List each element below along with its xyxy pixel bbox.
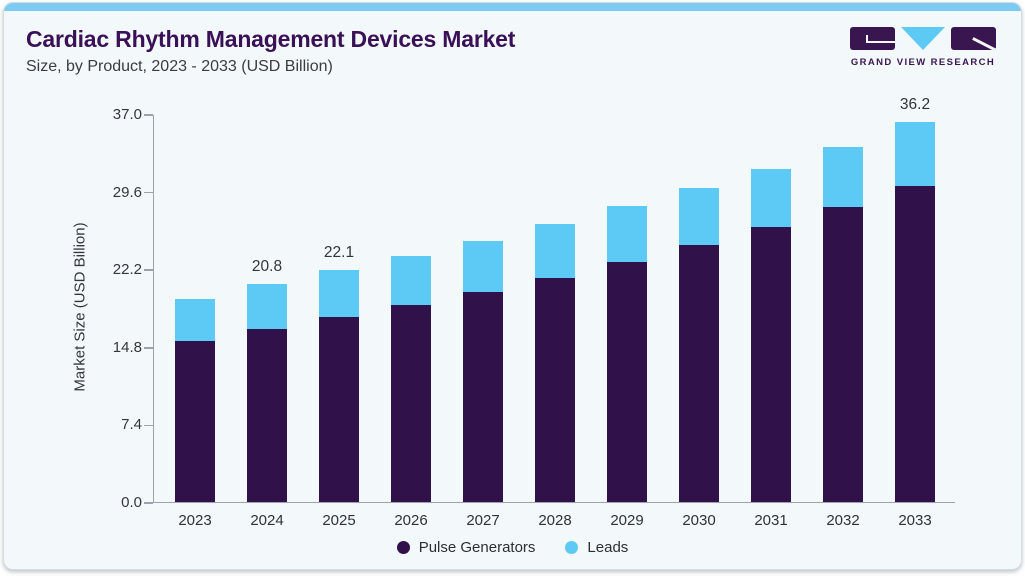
top-accent-bar — [4, 3, 1021, 11]
grand-view-research-logo: GRAND VIEW RESEARCH — [847, 27, 999, 68]
y-tick-label: 14.8 — [112, 338, 142, 356]
x-tick-label: 2032 — [826, 512, 860, 529]
y-tick-label: 29.6 — [112, 183, 142, 201]
report-card: Cardiac Rhythm Management Devices Market… — [3, 2, 1022, 570]
bar-2031 — [751, 168, 791, 502]
legend-item-leads: Leads — [565, 539, 628, 556]
bar-segment-pulse-generators — [391, 304, 431, 502]
bar-segment-leads — [247, 283, 287, 329]
bar-segment-leads — [895, 122, 935, 187]
x-tick-label: 2023 — [178, 512, 212, 529]
bar-segment-pulse-generators — [247, 328, 287, 502]
bar-2032 — [823, 146, 863, 502]
x-tick-label: 2033 — [898, 512, 932, 529]
bar-segment-pulse-generators — [751, 227, 791, 502]
y-tick-mark — [144, 269, 153, 271]
bar-segment-leads — [679, 188, 719, 246]
bar-segment-leads — [391, 255, 431, 305]
x-tick-label: 2025 — [322, 512, 356, 529]
bar-2023 — [175, 298, 215, 502]
bar-segment-leads — [607, 206, 647, 262]
y-axis-title: Market Size (USD Billion) — [71, 222, 89, 392]
x-tick-label: 2029 — [610, 512, 644, 529]
page-title: Cardiac Rhythm Management Devices Market — [26, 26, 516, 52]
bar-segment-pulse-generators — [679, 245, 719, 502]
y-tick-mark — [144, 114, 153, 116]
y-tick-mark — [144, 502, 153, 504]
bar-segment-pulse-generators — [319, 317, 359, 502]
bar-segment-leads — [463, 240, 503, 293]
logo-v-triangle-icon — [901, 27, 945, 50]
y-tick-mark — [144, 347, 153, 349]
bar-segment-pulse-generators — [535, 277, 575, 502]
legend-dot-icon — [565, 541, 579, 554]
legend-label: Pulse Generators — [418, 539, 536, 556]
x-tick-label: 2027 — [466, 512, 500, 529]
bar-2025 — [319, 270, 359, 502]
bar-segment-leads — [535, 224, 575, 278]
x-tick-label: 2026 — [394, 512, 428, 529]
x-tick-label: 2028 — [538, 512, 572, 529]
legend-item-pulse-generators: Pulse Generators — [396, 539, 536, 556]
bar-value-label: 20.8 — [251, 257, 283, 275]
plot-area: 0.0 7.4 14.8 22.2 29.6 37.0 2023 2024 20.8 2025 22… — [113, 96, 955, 529]
y-tick-label: 22.2 — [112, 261, 142, 279]
stacked-bar-chart: Market Size (USD Billion) 0.0 7.4 14.8 22.2… — [4, 3, 1021, 569]
legend: Pulse Generators Leads — [4, 539, 1021, 556]
y-tick-mark — [144, 191, 153, 194]
bar-2030 — [679, 188, 719, 502]
logo-marks — [847, 27, 999, 50]
bar-2024 — [247, 283, 287, 502]
bar-value-label: 36.2 — [899, 96, 931, 114]
bar-segment-leads — [823, 146, 863, 208]
logo-g-icon — [850, 27, 895, 50]
x-tick-label: 2031 — [754, 512, 788, 529]
header: Cardiac Rhythm Management Devices Market… — [26, 26, 516, 76]
bar-2026 — [391, 255, 431, 502]
legend-label: Leads — [587, 539, 629, 556]
logo-text: GRAND VIEW RESEARCH — [850, 57, 996, 68]
bar-segment-pulse-generators — [175, 340, 215, 502]
bar-2028 — [535, 224, 575, 502]
bar-segment-pulse-generators — [895, 186, 935, 502]
logo-r-icon — [951, 27, 996, 50]
bar-segment-leads — [175, 298, 215, 341]
x-tick-label: 2024 — [250, 512, 284, 529]
y-tick-label: 37.0 — [112, 106, 142, 123]
y-tick-label: 7.4 — [121, 416, 142, 434]
bar-segment-leads — [751, 168, 791, 228]
bar-2033 — [895, 122, 935, 502]
bar-value-label: 22.1 — [323, 244, 355, 262]
x-tick-label: 2030 — [682, 512, 716, 529]
legend-dot-icon — [396, 541, 410, 554]
y-tick-mark — [144, 424, 153, 427]
bar-segment-leads — [319, 270, 359, 318]
bar-segment-pulse-generators — [607, 261, 647, 502]
y-tick-label: 0.0 — [121, 494, 142, 511]
page-subtitle: Size, by Product, 2023 - 2033 (USD Billi… — [26, 58, 333, 76]
bar-segment-pulse-generators — [823, 207, 863, 502]
bar-2029 — [607, 206, 647, 502]
bar-2027 — [463, 240, 503, 502]
bar-segment-pulse-generators — [463, 292, 503, 502]
